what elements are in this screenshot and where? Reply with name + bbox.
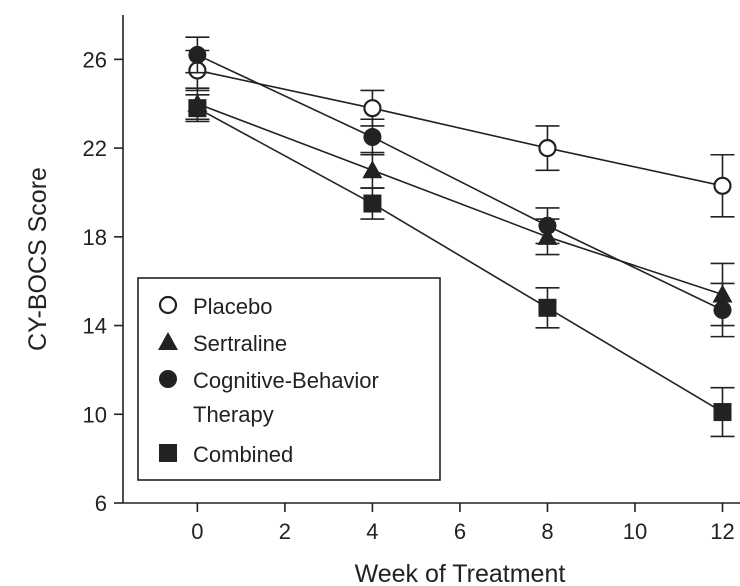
y-tick-label: 10 bbox=[83, 402, 107, 427]
data-point bbox=[538, 298, 557, 317]
legend-marker bbox=[158, 332, 178, 350]
series-layer bbox=[185, 36, 735, 438]
series-line bbox=[197, 102, 723, 296]
y-tick-label: 22 bbox=[83, 136, 107, 161]
legend-label: Combined bbox=[193, 442, 293, 467]
x-tick-label: 10 bbox=[623, 519, 647, 544]
data-point bbox=[363, 128, 382, 146]
x-tick-label: 6 bbox=[454, 519, 466, 544]
x-tick-label: 0 bbox=[191, 519, 203, 544]
legend-label: Sertraline bbox=[193, 331, 287, 356]
data-point bbox=[713, 403, 732, 422]
y-tick-label: 18 bbox=[83, 225, 107, 250]
data-point bbox=[188, 99, 207, 118]
x-axis-title: Week of Treatment bbox=[355, 560, 566, 586]
legend-item-combined: Combined bbox=[159, 442, 293, 467]
data-point bbox=[713, 176, 732, 195]
x-tick-label: 12 bbox=[710, 519, 734, 544]
data-point bbox=[363, 194, 382, 213]
y-tick-label: 14 bbox=[83, 314, 107, 339]
legend-item-placebo: Placebo bbox=[158, 294, 273, 319]
series-placebo bbox=[185, 49, 735, 218]
x-tick-label: 2 bbox=[279, 519, 291, 544]
legend-label: Therapy bbox=[193, 402, 274, 427]
data-point bbox=[362, 160, 383, 179]
y-tick-label: 26 bbox=[83, 47, 107, 72]
data-point bbox=[363, 99, 382, 118]
axes: 6 10 14 18 22 26 0 2 4 6 8 10 12 Week of Treatment CY-… bbox=[24, 15, 740, 586]
data-point bbox=[713, 301, 732, 320]
legend-marker bbox=[158, 295, 178, 315]
legend-marker bbox=[159, 444, 177, 462]
series-line bbox=[197, 107, 723, 413]
y-tick-label: 6 bbox=[95, 491, 107, 516]
x-tick-label: 8 bbox=[541, 519, 553, 544]
legend-label: Placebo bbox=[193, 294, 273, 319]
legend-item-sertraline: Sertraline bbox=[158, 331, 287, 356]
series-combined bbox=[185, 94, 735, 438]
legend-box bbox=[137, 277, 441, 481]
data-point bbox=[188, 45, 207, 64]
series-cognitive-behavior-therapy bbox=[185, 36, 735, 338]
y-axis-title: CY-BOCS Score bbox=[24, 167, 52, 351]
legend: Placebo Sertraline Cognitive-Behavior Thera… bbox=[137, 277, 441, 481]
legend-item-cognitive-behavior-therapy: Cognitive-Behavior Therapy bbox=[159, 368, 379, 427]
data-point bbox=[538, 216, 557, 235]
data-point bbox=[538, 138, 557, 158]
series-line bbox=[197, 69, 723, 187]
series-line bbox=[197, 54, 723, 311]
legend-label: Cognitive-Behavior bbox=[193, 368, 379, 393]
x-tick-label: 4 bbox=[366, 519, 378, 544]
legend-marker bbox=[159, 370, 177, 388]
